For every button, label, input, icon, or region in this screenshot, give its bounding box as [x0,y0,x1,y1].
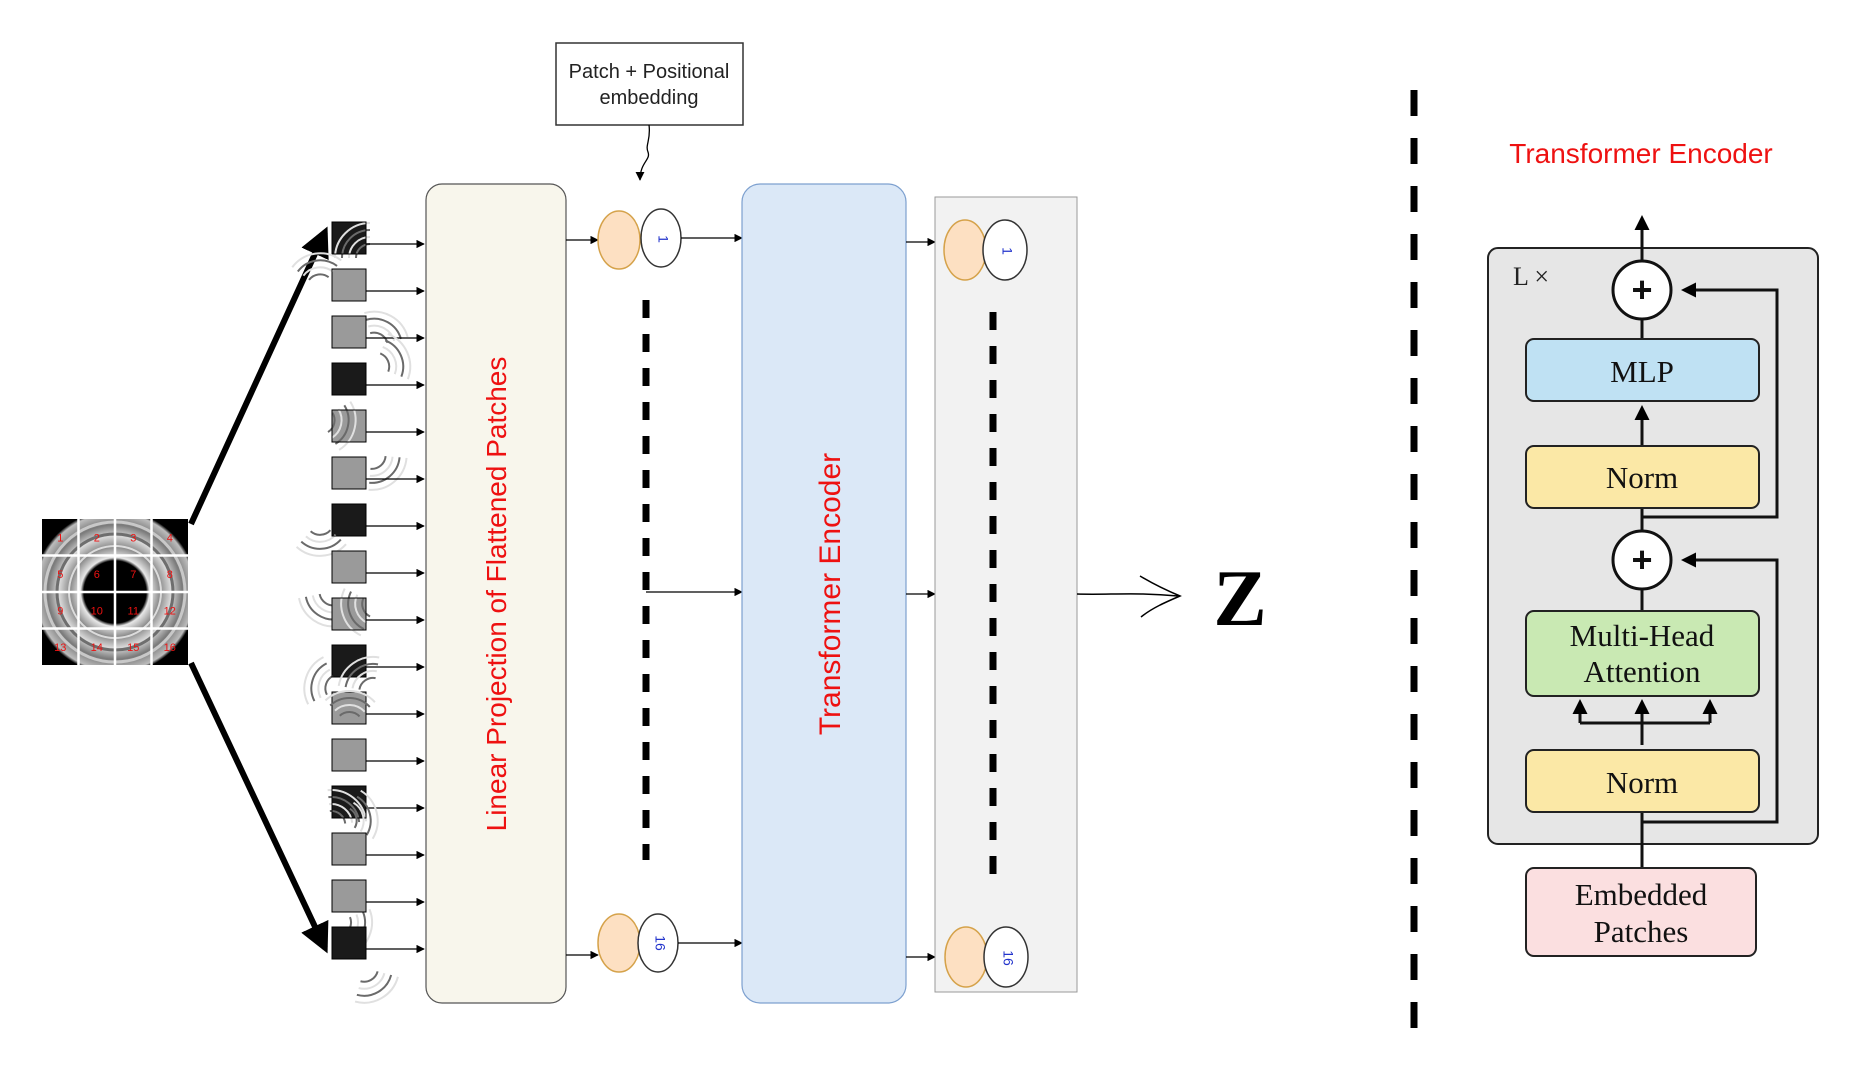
repeat-label: L × [1513,262,1549,291]
output-arrow [1076,575,1182,618]
annotation-arrow [635,124,651,181]
image-patch-number: 4 [167,532,173,544]
patch-token-1-index: 1 [655,235,671,243]
embedded-patches-line-1: Embedded [1575,877,1708,912]
image-patch-number: 1 [57,532,63,544]
encoder-output-panel [934,196,1078,993]
residual-add-node-bottom [1611,529,1673,591]
output-token-16-index: 16 [1000,950,1016,966]
image-patch-number: 15 [127,642,139,654]
image-patch-number: 14 [91,642,103,654]
annotation-box [555,42,744,126]
image-patch-number: 5 [57,569,63,581]
patch-thumbnail [331,789,379,866]
patch-thumbnail [291,252,367,302]
patch-thumbnail [324,690,376,772]
norm-block-bottom [1525,749,1760,813]
attention-block [1525,610,1760,697]
patch-thumbnail [303,644,367,705]
attention-label-line-1: Multi-Head [1570,618,1715,653]
position-token-1 [597,210,641,270]
patch-thumbnail [331,332,412,396]
annotation-line-1: Patch + Positional [569,61,730,83]
flattened-patches [291,221,425,1004]
output-token-1-index: 1 [999,247,1015,255]
patch-thumbnail [295,503,367,557]
image-patch-number: 2 [94,532,100,544]
image-patch-number: 16 [164,642,176,654]
patch-token-16-index: 16 [652,935,668,951]
residual-add-top-symbol: + [1631,269,1652,310]
expand-arrow-bottom [188,661,329,954]
transformer-encoder-label: Transformer Encoder [814,453,847,735]
detail-title: Transformer Encoder [1509,138,1773,169]
embedded-patches-line-2: Patches [1594,914,1689,949]
annotation-line-2: embedding [600,87,699,109]
output-symbol: Z [1213,555,1266,643]
output-position-token-1 [943,219,987,281]
patch-thumbnail [331,588,371,637]
image-patch-number: 12 [164,605,176,617]
patch-thumbnail [331,221,371,259]
patch-thumbnail [327,401,367,451]
image-patch-number: 8 [167,569,173,581]
patch-thumbnail [327,785,368,824]
embedded-patches-block [1525,867,1757,957]
attention-label-line-2: Attention [1583,654,1701,689]
norm-block-top [1525,445,1760,509]
image-patch-number: 9 [57,605,63,617]
mlp-block [1525,338,1760,402]
residual-add-node-top [1611,259,1673,321]
output-patch-token-16 [983,926,1029,988]
image-patch-number: 3 [130,532,136,544]
residual-connection-top [1642,282,1779,519]
image-patch-number: 13 [54,642,66,654]
patch-thumbnail [331,310,409,349]
norm-bottom-label: Norm [1606,765,1678,800]
norm-top-label: Norm [1606,460,1678,495]
linear-projection-box [425,183,567,1004]
output-position-token-16 [944,926,988,988]
patch-thumbnail [331,926,399,1004]
image-patch-number: 10 [91,605,103,617]
image-patch-number: 11 [128,605,139,617]
linear-projection-label: Linear Projection of Flattened Patches [481,357,512,832]
expand-arrow-top [188,226,329,526]
patch-thumbnail [331,455,408,491]
image-patch-number: 7 [130,569,136,581]
position-token-16 [597,913,641,973]
output-patch-token-1 [982,219,1028,281]
residual-add-bottom-symbol: + [1631,539,1652,580]
image-patch-number: 6 [94,569,100,581]
mlp-label: MLP [1610,354,1674,389]
